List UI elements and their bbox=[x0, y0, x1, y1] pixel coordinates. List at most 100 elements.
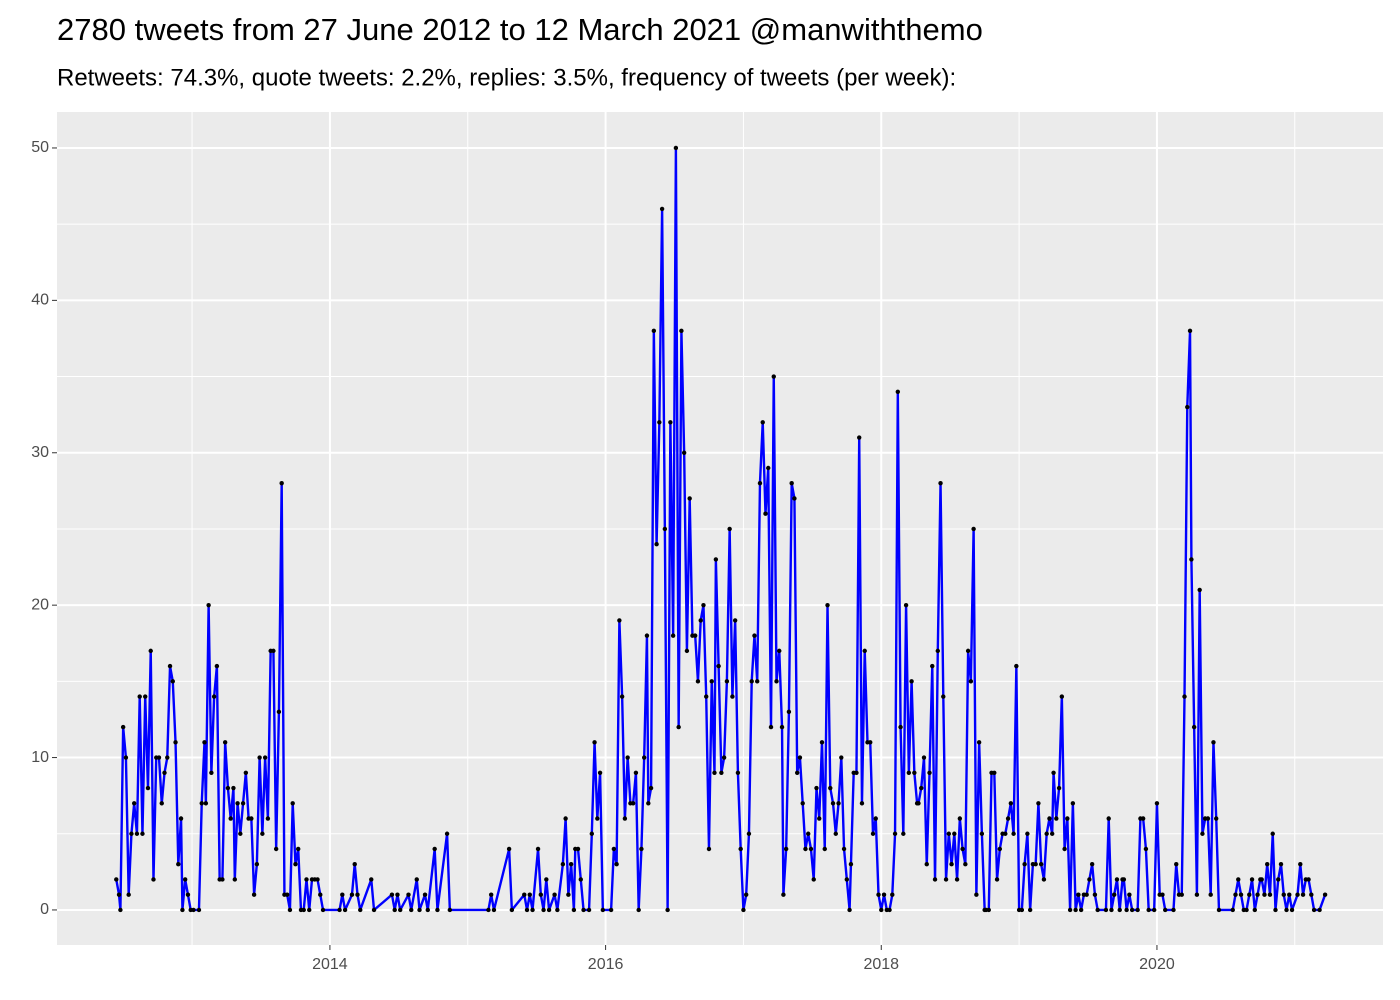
data-point bbox=[786, 709, 792, 715]
data-point bbox=[349, 892, 355, 897]
data-point bbox=[238, 831, 243, 836]
data-point bbox=[976, 740, 982, 745]
data-point bbox=[235, 801, 240, 806]
data-point bbox=[1038, 862, 1044, 867]
data-point bbox=[118, 907, 123, 913]
data-point bbox=[1127, 892, 1132, 897]
data-point bbox=[1249, 877, 1255, 882]
data-point bbox=[898, 724, 903, 730]
data-point bbox=[120, 724, 126, 730]
data-point bbox=[808, 846, 814, 852]
data-point bbox=[541, 907, 546, 913]
data-point bbox=[123, 755, 129, 760]
data-point bbox=[619, 694, 625, 699]
data-point bbox=[1047, 816, 1052, 821]
data-point bbox=[1255, 892, 1260, 897]
data-point bbox=[265, 816, 271, 821]
data-point bbox=[909, 679, 914, 684]
data-point bbox=[131, 801, 137, 806]
data-point bbox=[1140, 816, 1146, 821]
data-point bbox=[630, 801, 636, 806]
data-point bbox=[1270, 831, 1275, 836]
y-tick-label: 20 bbox=[31, 596, 49, 613]
data-point bbox=[1143, 846, 1149, 852]
data-point bbox=[134, 831, 140, 836]
data-point bbox=[822, 846, 827, 852]
data-point bbox=[182, 877, 188, 882]
data-point bbox=[589, 831, 595, 836]
data-point bbox=[202, 740, 207, 745]
data-point bbox=[646, 801, 651, 806]
data-point bbox=[1103, 907, 1109, 913]
data-point bbox=[196, 907, 202, 913]
data-point bbox=[608, 907, 614, 913]
data-point bbox=[509, 907, 515, 913]
data-point bbox=[935, 648, 940, 654]
data-point bbox=[414, 877, 419, 882]
data-point bbox=[1062, 846, 1067, 852]
data-point bbox=[406, 892, 411, 897]
data-point bbox=[1019, 907, 1025, 913]
data-point bbox=[794, 770, 800, 775]
data-point bbox=[625, 755, 630, 760]
data-point bbox=[992, 770, 997, 775]
data-point bbox=[254, 862, 260, 867]
data-point bbox=[760, 420, 765, 425]
data-point bbox=[225, 785, 231, 791]
data-point bbox=[854, 770, 859, 775]
data-point bbox=[231, 785, 236, 791]
data-point bbox=[641, 755, 647, 760]
data-point bbox=[673, 145, 679, 151]
data-point bbox=[895, 389, 901, 395]
data-point bbox=[546, 907, 552, 913]
data-point bbox=[156, 755, 162, 760]
data-point bbox=[560, 862, 566, 867]
data-point bbox=[178, 816, 184, 821]
data-point bbox=[651, 328, 657, 334]
data-point bbox=[768, 724, 774, 730]
data-point bbox=[1200, 831, 1205, 836]
data-point bbox=[806, 831, 811, 836]
data-point bbox=[143, 694, 148, 699]
data-point bbox=[803, 846, 808, 852]
data-point bbox=[170, 679, 175, 684]
data-point bbox=[644, 633, 650, 638]
data-point bbox=[1121, 877, 1127, 882]
data-point bbox=[848, 862, 854, 867]
data-point bbox=[1033, 862, 1038, 867]
data-point bbox=[552, 892, 557, 897]
data-point bbox=[932, 877, 938, 882]
data-point bbox=[1244, 907, 1249, 913]
data-point bbox=[398, 907, 403, 913]
data-point bbox=[986, 907, 991, 913]
data-point bbox=[912, 770, 917, 775]
data-point bbox=[145, 785, 151, 791]
y-tick-label: 0 bbox=[40, 901, 49, 918]
data-point bbox=[1252, 907, 1258, 913]
data-point bbox=[868, 740, 873, 745]
data-point bbox=[1247, 892, 1252, 897]
data-point bbox=[522, 892, 527, 897]
data-point bbox=[716, 663, 721, 669]
data-point bbox=[214, 663, 220, 669]
data-point bbox=[1087, 877, 1092, 882]
data-point bbox=[1262, 892, 1267, 897]
data-point bbox=[581, 907, 586, 913]
data-point bbox=[116, 892, 122, 897]
data-point bbox=[957, 816, 963, 821]
data-point bbox=[1179, 892, 1184, 897]
data-point bbox=[1154, 801, 1160, 806]
data-point bbox=[140, 831, 145, 836]
data-point bbox=[706, 846, 712, 852]
data-point bbox=[491, 907, 497, 913]
data-point bbox=[222, 740, 228, 745]
data-point bbox=[199, 801, 204, 806]
data-point bbox=[355, 892, 360, 897]
data-point bbox=[825, 602, 830, 608]
data-point bbox=[395, 892, 400, 897]
data-point bbox=[592, 740, 597, 745]
data-point bbox=[941, 694, 946, 699]
data-point bbox=[1311, 907, 1317, 913]
data-point bbox=[1008, 801, 1014, 806]
data-point bbox=[371, 907, 377, 913]
